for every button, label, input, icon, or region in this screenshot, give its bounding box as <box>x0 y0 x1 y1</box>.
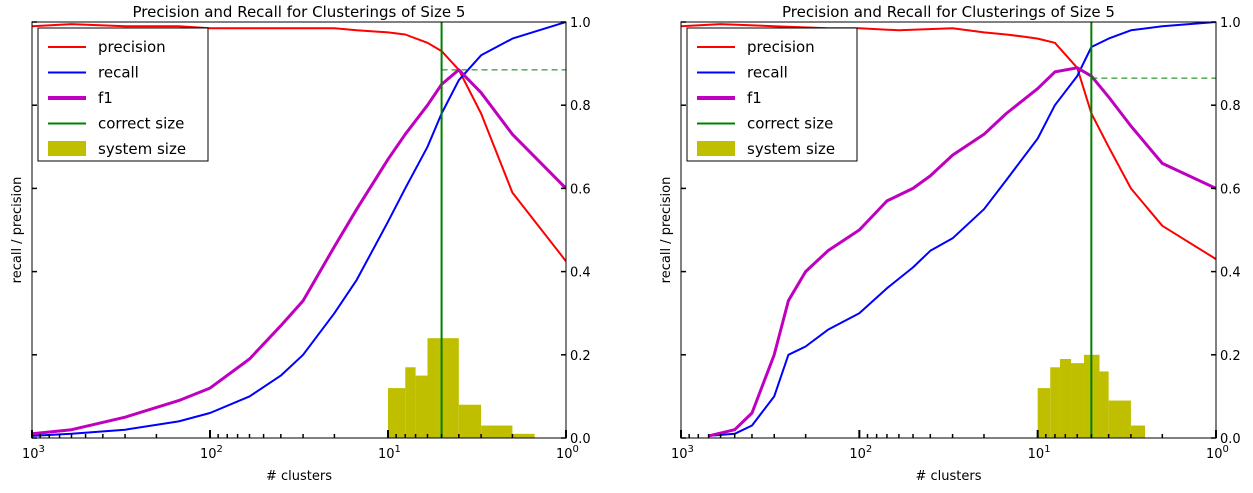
x-tick-exponent: 2 <box>217 444 223 455</box>
system-size-bar <box>415 375 428 438</box>
x-tick-label: 102 <box>849 444 872 462</box>
system-size-bar <box>512 433 535 438</box>
system-size-bar <box>1130 425 1146 438</box>
system-size-bar <box>1050 367 1060 438</box>
y-tick-label: 0.8 <box>1220 99 1241 114</box>
legend: precision recall f1 correct size system size <box>686 27 858 162</box>
y-tick-label: 0.0 <box>1220 432 1241 447</box>
legend-swatch-4 <box>697 141 735 156</box>
system-size-bar <box>1108 400 1131 438</box>
chart-title: Precision and Recall for Clusterings of … <box>782 3 1115 21</box>
legend-box <box>686 27 858 162</box>
system-size-bar <box>427 338 439 438</box>
legend-label: recall <box>98 64 139 82</box>
x-axis-label: # clusters <box>266 469 332 484</box>
x-tick-label: 100 <box>556 444 579 462</box>
y-tick-label: 1.0 <box>1220 16 1241 31</box>
y-tick-label: 0.0 <box>570 432 591 447</box>
x-tick-base: 10 <box>556 447 573 462</box>
x-tick-base: 10 <box>378 447 395 462</box>
x-tick-base: 10 <box>1206 447 1223 462</box>
legend-label: correct size <box>98 115 184 133</box>
x-tick-label: 101 <box>1028 444 1051 462</box>
legend-label: recall <box>747 64 788 82</box>
chart-title: Precision and Recall for Clusterings of … <box>133 3 466 21</box>
y-tick-label: 0.6 <box>570 182 591 197</box>
x-tick-base: 10 <box>22 447 39 462</box>
plot-frame <box>31 21 567 439</box>
legend-swatch-4 <box>48 141 86 156</box>
y-tick-label: 0.4 <box>1220 266 1241 281</box>
x-tick-label: 103 <box>22 444 45 462</box>
legend-label: precision <box>747 38 815 56</box>
legend-label: system size <box>747 140 835 158</box>
y-tick-label: 0.2 <box>570 349 591 364</box>
legend-label: f1 <box>747 89 762 107</box>
system-size-bar <box>438 338 459 438</box>
plot-frame <box>680 21 1217 439</box>
legend-box <box>37 27 209 162</box>
y-axis-label: recall / precision <box>659 177 674 284</box>
recall-series-line <box>32 22 566 437</box>
system-size-bar <box>1071 363 1084 438</box>
x-tick-base: 10 <box>849 447 866 462</box>
x-tick-label: 102 <box>200 444 223 462</box>
system-size-bar <box>405 367 416 438</box>
x-tick-exponent: 0 <box>1223 444 1229 455</box>
f1-series-line <box>32 68 566 436</box>
x-tick-label: 103 <box>671 444 694 462</box>
f1-series-line <box>708 66 1216 438</box>
x-tick-exponent: 2 <box>866 444 872 455</box>
system-size-bar <box>388 388 406 438</box>
legend-label: precision <box>98 38 166 56</box>
x-tick-exponent: 1 <box>395 444 401 455</box>
system-size-bar <box>458 404 482 438</box>
x-tick-exponent: 0 <box>573 444 579 455</box>
system-size-bar <box>1099 371 1109 438</box>
x-tick-base: 10 <box>671 447 688 462</box>
system-size-bar <box>1037 388 1051 438</box>
y-tick-label: 0.6 <box>1220 182 1241 197</box>
system-size-bar <box>1059 358 1072 438</box>
x-tick-label: 100 <box>1206 444 1229 462</box>
y-tick-label: 0.8 <box>570 99 591 114</box>
x-tick-base: 10 <box>200 447 217 462</box>
y-tick-label: 0.4 <box>570 266 591 281</box>
y-tick-label: 0.2 <box>1220 349 1241 364</box>
legend-label: correct size <box>747 115 833 133</box>
system-size-bar <box>481 425 513 438</box>
legend: precision recall f1 correct size system size <box>37 27 209 162</box>
x-axis-label: # clusters <box>915 469 981 484</box>
y-axis-label: recall / precision <box>10 177 25 284</box>
plot-area <box>32 22 566 438</box>
x-tick-base: 10 <box>1028 447 1045 462</box>
y-tick-label: 1.0 <box>570 16 591 31</box>
legend-label: system size <box>98 140 186 158</box>
precision-series-line <box>32 23 566 262</box>
x-tick-exponent: 1 <box>1044 444 1050 455</box>
legend-label: f1 <box>98 89 113 107</box>
x-tick-label: 101 <box>378 444 401 462</box>
recall-series-line <box>708 22 1216 437</box>
x-tick-exponent: 3 <box>39 444 45 455</box>
x-tick-exponent: 3 <box>688 444 694 455</box>
